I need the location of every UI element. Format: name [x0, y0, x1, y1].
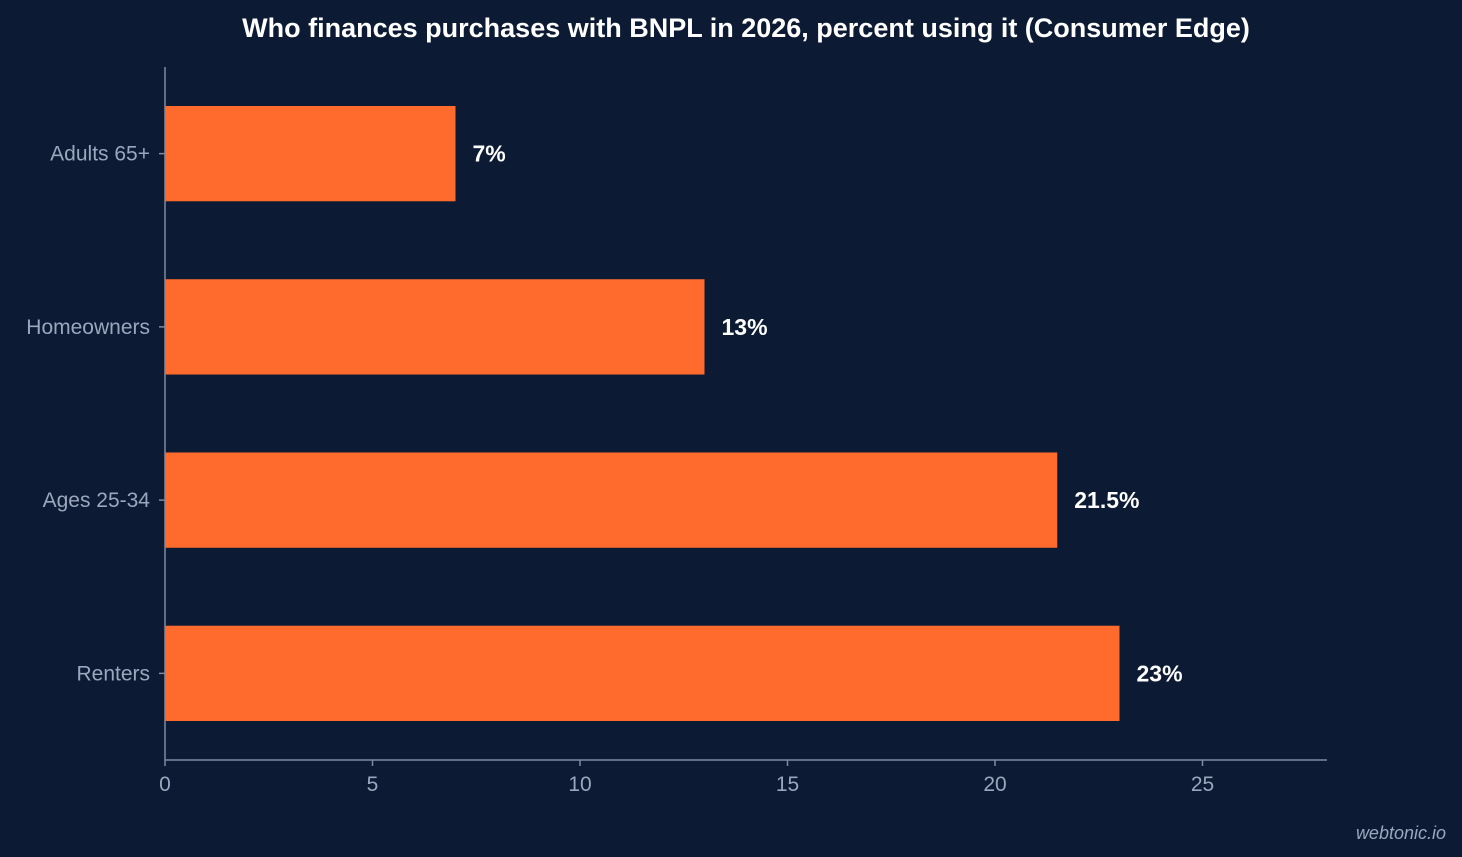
bar-renters [165, 625, 1120, 722]
category-label-homeowners: Homeowners [26, 316, 150, 339]
x-tick-label-15: 15 [776, 773, 799, 796]
x-tick-label-5: 5 [367, 773, 379, 796]
category-label-ages-25-34: Ages 25-34 [43, 489, 151, 512]
data-label-renters: 23% [1137, 660, 1183, 686]
watermark-text: webtonic.io [1356, 823, 1446, 843]
x-tick-label-25: 25 [1191, 773, 1214, 796]
x-tick-label-20: 20 [983, 773, 1006, 796]
category-label-adults-65: Adults 65+ [50, 143, 150, 166]
bar-ages-25-34 [165, 452, 1058, 548]
chart-title: Who finances purchases with BNPL in 2026… [242, 13, 1250, 43]
data-label-homeowners: 13% [722, 314, 768, 340]
category-label-renters: Renters [76, 662, 150, 685]
data-label-ages-25-34: 21.5% [1074, 487, 1139, 513]
data-label-adults-65: 7% [473, 141, 506, 167]
bar-adults-65 [165, 105, 456, 202]
ticks-layer: Adults 65+ Homeowners Ages 25-34 Renters 0 5 1… [26, 143, 1214, 796]
x-tick-label-10: 10 [568, 773, 591, 796]
bars-layer: 7% 13% 21.5% 23% [165, 105, 1183, 722]
axis-layer [164, 67, 1327, 761]
bar-homeowners [165, 279, 705, 375]
x-tick-label-0: 0 [159, 773, 171, 796]
